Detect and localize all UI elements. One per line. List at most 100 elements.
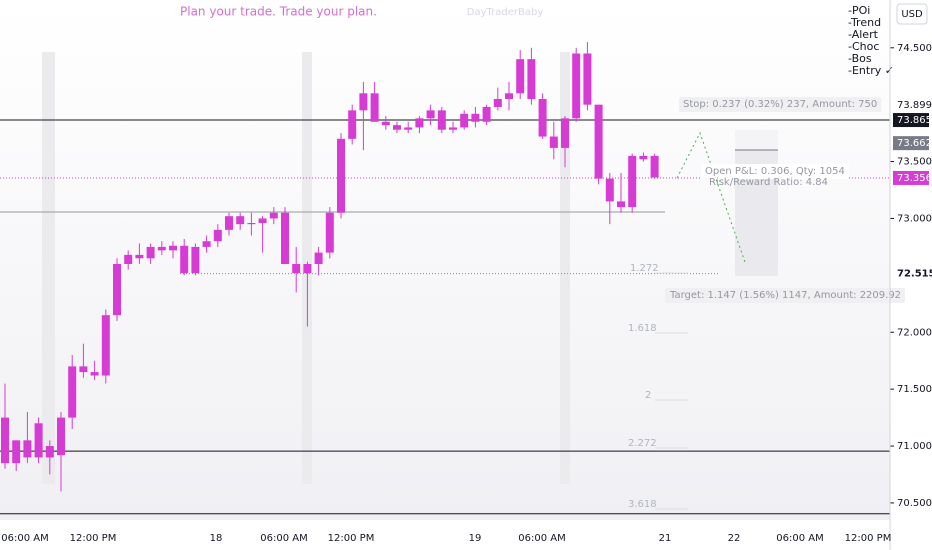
x-tick-label: 12:00 PM (845, 533, 892, 544)
candle-body (258, 218, 267, 224)
fib-label: 2.272 (628, 438, 657, 449)
candle-body (23, 440, 32, 458)
price-tag: 73.356 (897, 173, 932, 184)
currency: USD (901, 9, 923, 20)
price-tag: 73.899 (897, 100, 932, 111)
legend-item: -Trend (848, 16, 881, 29)
session-band (42, 52, 55, 484)
candle-body (191, 246, 200, 274)
stop-zone (735, 130, 778, 150)
candle-body (281, 212, 289, 264)
candle-body (124, 254, 133, 264)
price-tag-bg (893, 170, 929, 185)
candle-body (460, 113, 469, 128)
candle-body (359, 93, 368, 111)
candle-body (605, 178, 614, 202)
candle-body (348, 110, 357, 139)
candle-body (527, 59, 536, 99)
candle-body (180, 245, 189, 274)
candle-body (404, 127, 413, 130)
x-tick-label: 18 (210, 533, 223, 544)
candle-body (325, 212, 334, 253)
candle-body (68, 366, 77, 418)
target-label: Target: 1.147 (1.56%) 1147, Amount: 2209… (669, 290, 901, 301)
candle-body (437, 110, 446, 130)
candle-body (650, 155, 659, 178)
x-tick-label: 12:00 PM (70, 533, 117, 544)
candle-body (639, 155, 648, 160)
candle-body (303, 263, 312, 274)
candle-body (583, 53, 592, 105)
fib-label: 1.618 (628, 323, 657, 334)
fib-label: 2 (645, 390, 651, 401)
candle-body (449, 127, 457, 130)
price-tag: 73.662 (897, 138, 932, 149)
price-tag: 72.515 (897, 269, 932, 280)
candle-body (101, 315, 110, 376)
candle-body (393, 125, 401, 130)
candle-body (594, 104, 603, 179)
x-tick-label: 06:00 AM (518, 533, 565, 544)
projection-arrow (676, 131, 746, 263)
candle-body (157, 246, 166, 251)
candle-body (482, 106, 491, 122)
candle-body (516, 59, 525, 94)
legend: -POi-Trend-Alert-Choc-Bos-Entry ✓ (848, 4, 894, 77)
x-tick-label: 06:00 AM (1, 533, 48, 544)
legend-item: -Entry ✓ (848, 64, 894, 77)
candle-body (292, 263, 301, 274)
candle-body (12, 440, 21, 464)
candle-body (628, 155, 637, 208)
candle-body (493, 98, 502, 107)
target-label-bg (665, 288, 906, 303)
candle-body (79, 366, 88, 373)
candle-body (225, 216, 233, 230)
legend-item: -Bos (848, 52, 872, 65)
x-tick-label: 21 (659, 533, 672, 544)
candle-body (57, 417, 65, 456)
time-axis-panel (0, 520, 890, 550)
price-tag: 73.865 (897, 115, 932, 126)
x-tick-label: 19 (469, 533, 482, 544)
y-tick-label: 71.000 (897, 441, 932, 452)
y-tick-label: 74.500 (897, 43, 932, 54)
rr-label: Risk/Reward Ratio: 4.84 (709, 177, 828, 188)
candle-body (90, 372, 99, 376)
candle-body (426, 110, 435, 119)
candle-body (572, 53, 581, 119)
candle-body (505, 93, 513, 99)
candle-body (1, 417, 9, 464)
watermark: DayTraderBaby (467, 7, 544, 18)
candle-body (561, 118, 569, 148)
price-tag-bg (893, 98, 929, 113)
x-tick-label: 06:00 AM (260, 533, 307, 544)
candle-body (381, 121, 390, 126)
candle-body (45, 446, 54, 458)
candle-body (337, 138, 345, 213)
candle-body (34, 423, 43, 458)
legend-item: -Alert (848, 28, 879, 41)
x-tick-label: 22 (728, 533, 741, 544)
candle-body (471, 113, 480, 122)
y-tick-label: 73.500 (897, 157, 932, 168)
candle-body (113, 263, 121, 316)
candle-body (269, 212, 278, 219)
x-tick-label: 12:00 PM (328, 533, 375, 544)
fib-label: 3.618 (628, 499, 657, 510)
candle-body (236, 216, 245, 225)
candle-body (314, 252, 323, 264)
legend-item: -Choc (848, 40, 879, 53)
session-band (560, 52, 570, 484)
candle-body (146, 246, 155, 259)
candle-body (213, 229, 222, 242)
currency-box[interactable] (896, 3, 928, 25)
stop-label: Stop: 0.237 (0.32%) 237, Amount: 750 (683, 99, 877, 110)
y-tick-label: 72.000 (897, 327, 932, 338)
fib-label: 1.272 (630, 263, 659, 274)
legend-item: -POi (848, 4, 870, 17)
candle-body (538, 98, 547, 137)
candle-body (549, 136, 558, 148)
candle-body (135, 254, 144, 259)
pnl-label-bg (701, 164, 849, 179)
